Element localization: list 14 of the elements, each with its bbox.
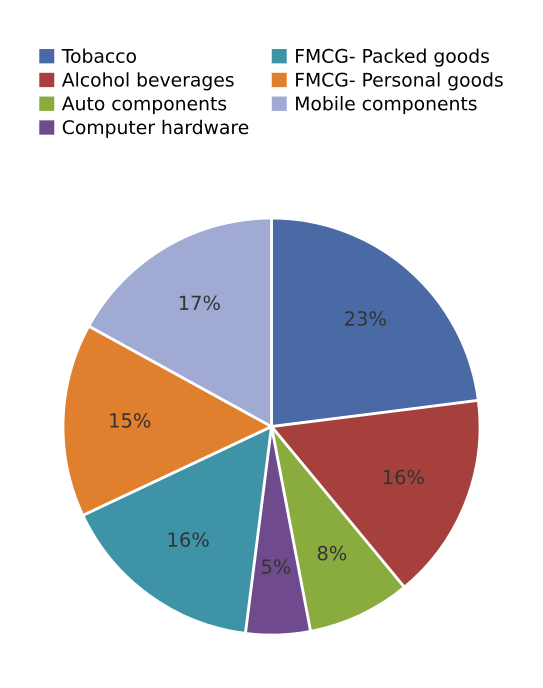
data-label: 15% bbox=[110, 413, 150, 428]
data-label: 16% bbox=[168, 532, 209, 547]
legend-label: Computer hardware bbox=[62, 120, 248, 138]
data-label: 16% bbox=[384, 470, 424, 484]
data-label: 5% bbox=[262, 559, 290, 574]
legend-label: Tobacco bbox=[62, 48, 136, 63]
data-label: 23% bbox=[345, 311, 386, 326]
legend-label: Mobile components bbox=[296, 96, 477, 114]
data-label: 8% bbox=[318, 546, 346, 560]
legend-label: FMCG- Personal goods bbox=[296, 72, 503, 90]
legend-label: Alcohol beverages bbox=[62, 72, 234, 90]
data-label: 17% bbox=[180, 295, 220, 310]
legend-label: FMCG- Packed goods bbox=[296, 48, 489, 67]
legend-label: Auto components bbox=[62, 96, 226, 114]
